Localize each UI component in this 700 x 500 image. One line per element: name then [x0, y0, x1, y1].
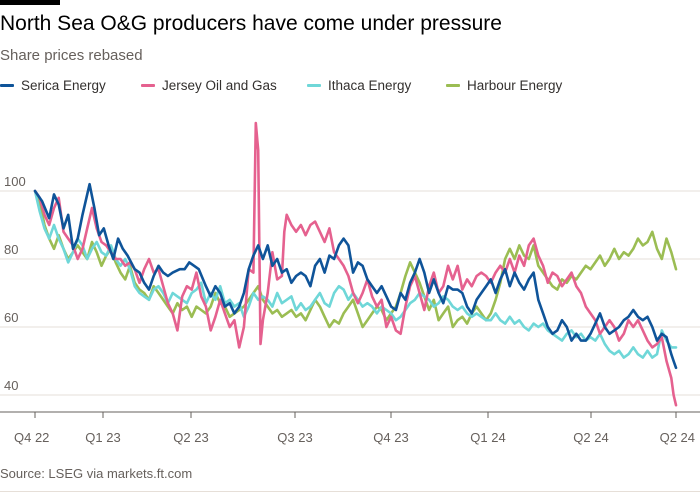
x-tick-label: Q2 24 [573, 430, 608, 445]
legend-label-harbour: Harbour Energy [467, 78, 563, 93]
legend-swatch-serica [0, 84, 14, 87]
x-tick-label: Q3 23 [277, 430, 312, 445]
y-tick-label: 40 [4, 378, 18, 393]
legend-item-harbour: Harbour Energy [446, 78, 562, 93]
series-line-serica-energy [33, 182, 678, 370]
x-tick-label: Q2 23 [173, 430, 208, 445]
chart-title: North Sea O&G producers have come under … [0, 12, 502, 35]
legend-swatch-harbour [446, 84, 460, 87]
legend-item-ithaca: Ithaca Energy [307, 78, 411, 93]
legend-label-jersey: Jersey Oil and Gas [162, 78, 277, 93]
source-note: Source: LSEG via markets.ft.com [0, 466, 193, 481]
legend-swatch-ithaca [307, 84, 321, 87]
brand-bar [0, 0, 60, 5]
y-tick-label: 60 [4, 310, 18, 325]
series-line-harbour-energy [33, 189, 678, 329]
series-line-jersey-oil-and-gas [33, 121, 678, 407]
footer-rule [0, 491, 700, 492]
x-tick-label: Q4 22 [14, 430, 49, 445]
legend-label-ithaca: Ithaca Energy [328, 78, 412, 93]
legend-item-jersey: Jersey Oil and Gas [141, 78, 277, 93]
x-tick-label: Q4 23 [373, 430, 408, 445]
x-tick-label: Q2 24 [660, 430, 695, 445]
x-tick-label: Q1 24 [470, 430, 505, 445]
legend-swatch-jersey [141, 84, 155, 87]
legend-item-serica: Serica Energy [0, 78, 106, 93]
y-tick-label: 100 [4, 174, 26, 189]
x-tick-label: Q1 23 [85, 430, 120, 445]
legend-label-serica: Serica Energy [21, 78, 106, 93]
line-chart: 40 60 80 100 Q4 22 Q1 23 Q2 23 Q3 23 Q4 23 Q1 24 Q… [0, 121, 700, 445]
chart-subtitle: Share prices rebased [0, 47, 143, 64]
y-tick-label: 80 [4, 242, 18, 257]
